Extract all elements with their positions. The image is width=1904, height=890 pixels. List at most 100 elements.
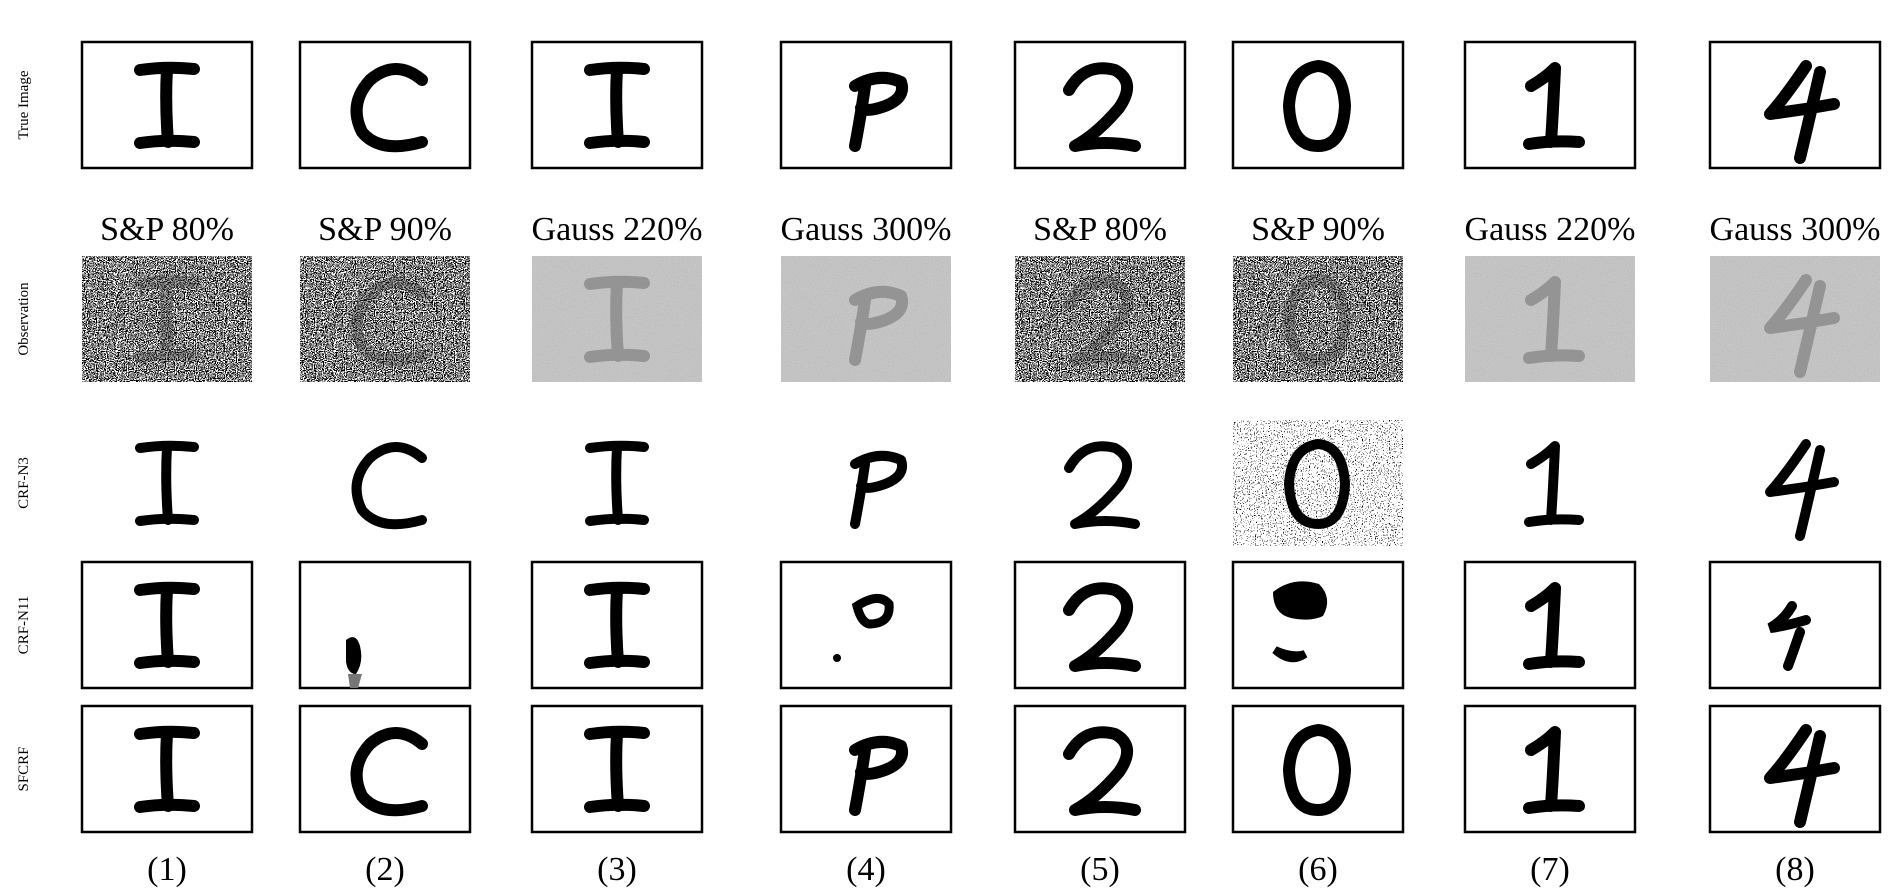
residual-noise (1710, 420, 1880, 546)
glyph-P (849, 735, 908, 816)
crf-n11-4 (779, 560, 953, 690)
observation-6 (1233, 256, 1403, 382)
noise-field (1233, 256, 1403, 382)
glyph-I (585, 440, 649, 526)
glyph-0 (1283, 274, 1351, 366)
sfcrf-4 (779, 704, 953, 834)
glyph-I (584, 275, 650, 363)
sfcrf-7 (1463, 704, 1637, 834)
glyph-I (134, 275, 200, 363)
glyph-2 (1063, 62, 1141, 152)
sfcrf-3 (530, 704, 704, 834)
glyph-I (134, 581, 200, 669)
sfcrf-2 (298, 704, 472, 834)
column-number: (5) (1080, 851, 1120, 888)
crf-n11-1 (80, 560, 254, 690)
blob-artifact (1273, 581, 1328, 620)
crf-n11-3 (530, 560, 704, 690)
true-image-8 (1708, 40, 1882, 170)
row-label: CRF-N11 (16, 596, 32, 655)
glyph-4 (1764, 60, 1840, 164)
crf-n3-5 (1015, 420, 1185, 546)
dot-artifact (833, 654, 841, 662)
sfcrf-1 (80, 704, 254, 834)
glyph-P (849, 71, 908, 152)
column-number: (6) (1298, 851, 1338, 888)
observation-7 (1465, 256, 1635, 382)
column-number: (3) (597, 851, 637, 888)
crf-n3-4 (781, 420, 951, 546)
panel-frame (298, 560, 472, 690)
glyph-2 (1063, 276, 1141, 366)
observation-2 (300, 256, 470, 382)
glyph-0 (1283, 60, 1351, 152)
arc-artifact (1272, 646, 1308, 663)
glyph-I (584, 581, 650, 669)
true-image-6 (1231, 40, 1405, 170)
sfcrf-5 (1013, 704, 1187, 834)
glyph-P (849, 285, 908, 366)
row-label: Observation (16, 282, 32, 356)
noise-field (82, 256, 252, 382)
true-image-4 (779, 40, 953, 170)
sfcrf-6 (1231, 704, 1405, 834)
noise-label: Gauss 300% (781, 211, 952, 248)
panel-frame (1708, 560, 1882, 690)
sfcrf-8 (1708, 704, 1882, 834)
observation-8 (1710, 256, 1880, 382)
glyph-I (134, 725, 200, 813)
observation-1 (82, 256, 252, 382)
noise-field (1015, 256, 1185, 382)
crf-n3-2 (300, 420, 470, 546)
row-label: SFCRF (16, 746, 32, 791)
noise-label: S&P 80% (1033, 211, 1167, 248)
true-image-1 (80, 40, 254, 170)
panel-frame (1013, 560, 1187, 690)
glyph-I (584, 725, 650, 813)
crf-n11-8 (1708, 560, 1882, 690)
glyph-4 (1765, 439, 1839, 541)
glyph-1 (1523, 726, 1585, 814)
crf-n11-6 (1231, 560, 1405, 690)
column-number: (4) (846, 851, 886, 888)
noise-label: S&P 90% (1251, 211, 1385, 248)
glyph-I (584, 61, 650, 149)
column-number: (8) (1775, 851, 1815, 888)
noise-label: Gauss 300% (1710, 211, 1881, 248)
glyph-0 (1283, 724, 1351, 816)
column-number: (2) (365, 851, 405, 888)
noise-field (300, 256, 470, 382)
glyph-1 (1523, 582, 1585, 670)
glyph-P (850, 450, 907, 529)
glyph-4 (1764, 274, 1840, 378)
glyph-C (351, 442, 427, 530)
crf-n3-3 (532, 420, 702, 546)
noise-label: Gauss 220% (532, 211, 703, 248)
true-image-7 (1463, 40, 1637, 170)
panel-frame (779, 560, 953, 690)
glyph-C (350, 63, 428, 153)
glyph-2 (1063, 726, 1141, 816)
glyph-1 (1524, 441, 1584, 527)
glyph-1 (1523, 276, 1585, 364)
glyph-4 (1764, 724, 1840, 828)
glyph-I (134, 61, 200, 149)
column-number: (1) (147, 851, 187, 888)
glyph-P (851, 594, 894, 629)
observation-5 (1015, 256, 1185, 382)
crf-n3-7 (1465, 420, 1635, 546)
true-image-3 (530, 40, 704, 170)
observation-4 (781, 256, 951, 382)
panel-frame (1013, 40, 1187, 170)
crf-n11-2 (298, 560, 472, 690)
crf-n3-6 (1233, 420, 1403, 546)
true-image-2 (298, 40, 472, 170)
glyph-0 (1284, 439, 1350, 529)
noise-label: S&P 90% (318, 211, 452, 248)
true-image-5 (1013, 40, 1187, 170)
panel-frame (1013, 704, 1187, 834)
blob-artifact (346, 637, 362, 674)
glyph-4 (1767, 601, 1811, 671)
noise-label: S&P 80% (100, 211, 234, 248)
